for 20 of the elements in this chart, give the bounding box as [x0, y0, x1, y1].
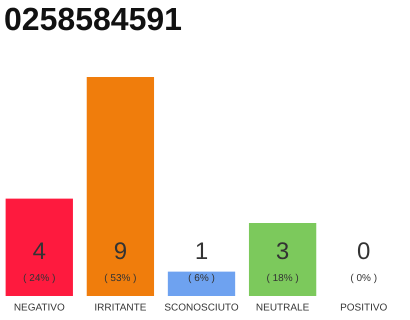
data-label: 0	[357, 238, 370, 265]
x-tick-label: NEGATIVO	[14, 302, 65, 314]
bar	[248, 223, 316, 296]
data-label: 3	[276, 238, 290, 265]
chart-title: 0258584591	[4, 1, 182, 37]
x-tick-label: NEUTRALE	[256, 302, 310, 314]
annotation: ( 6% )	[188, 273, 215, 284]
annotation: ( 18% )	[266, 273, 299, 284]
bar	[6, 198, 73, 296]
annotation: ( 24% )	[23, 273, 56, 284]
bar	[168, 272, 236, 296]
annotation: ( 53% )	[104, 273, 137, 284]
data-label: 9	[114, 238, 128, 265]
x-tick-label: POSITIVO	[340, 302, 388, 314]
x-tick-label: IRRITANTE	[94, 302, 147, 314]
data-label: 1	[194, 238, 208, 265]
annotation: ( 0% )	[350, 273, 378, 284]
x-tick-label: SCONOSCIUTO	[164, 302, 239, 314]
data-label: 4	[32, 238, 46, 265]
bar	[86, 77, 154, 296]
